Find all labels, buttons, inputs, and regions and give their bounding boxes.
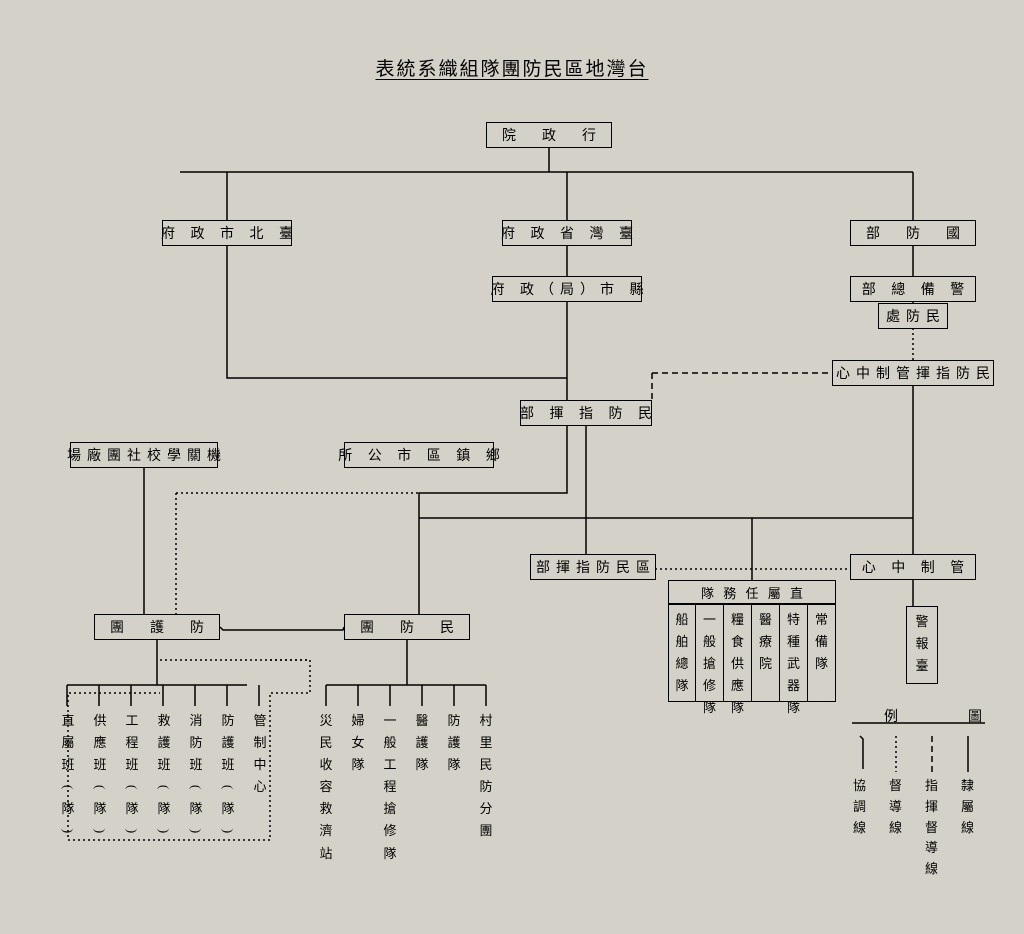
- civildef-children: 災民收容救濟站婦女隊一般工程搶修隊醫護隊防護隊村里民防分團: [310, 706, 502, 866]
- node-defense_min: 部 防 國: [850, 220, 976, 246]
- direct-task-header: 隊 務 任 屬 直: [668, 580, 836, 604]
- node-civil_def_cmd_ctr: 心中制管揮指防民: [832, 360, 994, 386]
- legend-title: 例 圖: [884, 706, 996, 726]
- node-civil_def_corps: 團 防 民: [344, 614, 470, 640]
- node-protect_corps: 團 護 防: [94, 614, 220, 640]
- node-taiwan_gov: 府 政 省 灣 臺: [502, 220, 632, 246]
- node-civil_def_div: 處防民: [878, 303, 948, 329]
- legend-label-0: 協調線: [853, 776, 866, 838]
- node-township: 所 公 市 區 鎮 鄉: [344, 442, 494, 468]
- legend-label-2: 指揮督導線: [925, 776, 938, 880]
- node-inst_school: 場廠團社校學關機: [70, 442, 218, 468]
- node-county_gov: 府 政（局）市 縣: [492, 276, 642, 302]
- legend-label-1: 督導線: [889, 776, 902, 838]
- node-alarm: 警報臺: [906, 606, 938, 684]
- node-area_cmd: 部揮指防民區: [530, 554, 656, 580]
- node-control_ctr: 心 中 制 管: [850, 554, 976, 580]
- node-police_hq: 部 總 備 警: [850, 276, 976, 302]
- direct-task-grid: 船舶總隊一般搶修隊糧食供應隊醫療院特種武器隊常備隊: [668, 604, 836, 702]
- node-taipei_gov: 府 政 市 北 臺: [162, 220, 292, 246]
- protect-children: 直屬班(隊)供應班(隊)工程班(隊)救護班(隊)消防班(隊)防護班(隊)管制中心: [52, 706, 276, 846]
- legend-label-3: 隸屬線: [961, 776, 974, 838]
- node-xingzhengyuan: 院 政 行: [486, 122, 612, 148]
- node-civil_def_hq: 部 揮 指 防 民: [520, 400, 652, 426]
